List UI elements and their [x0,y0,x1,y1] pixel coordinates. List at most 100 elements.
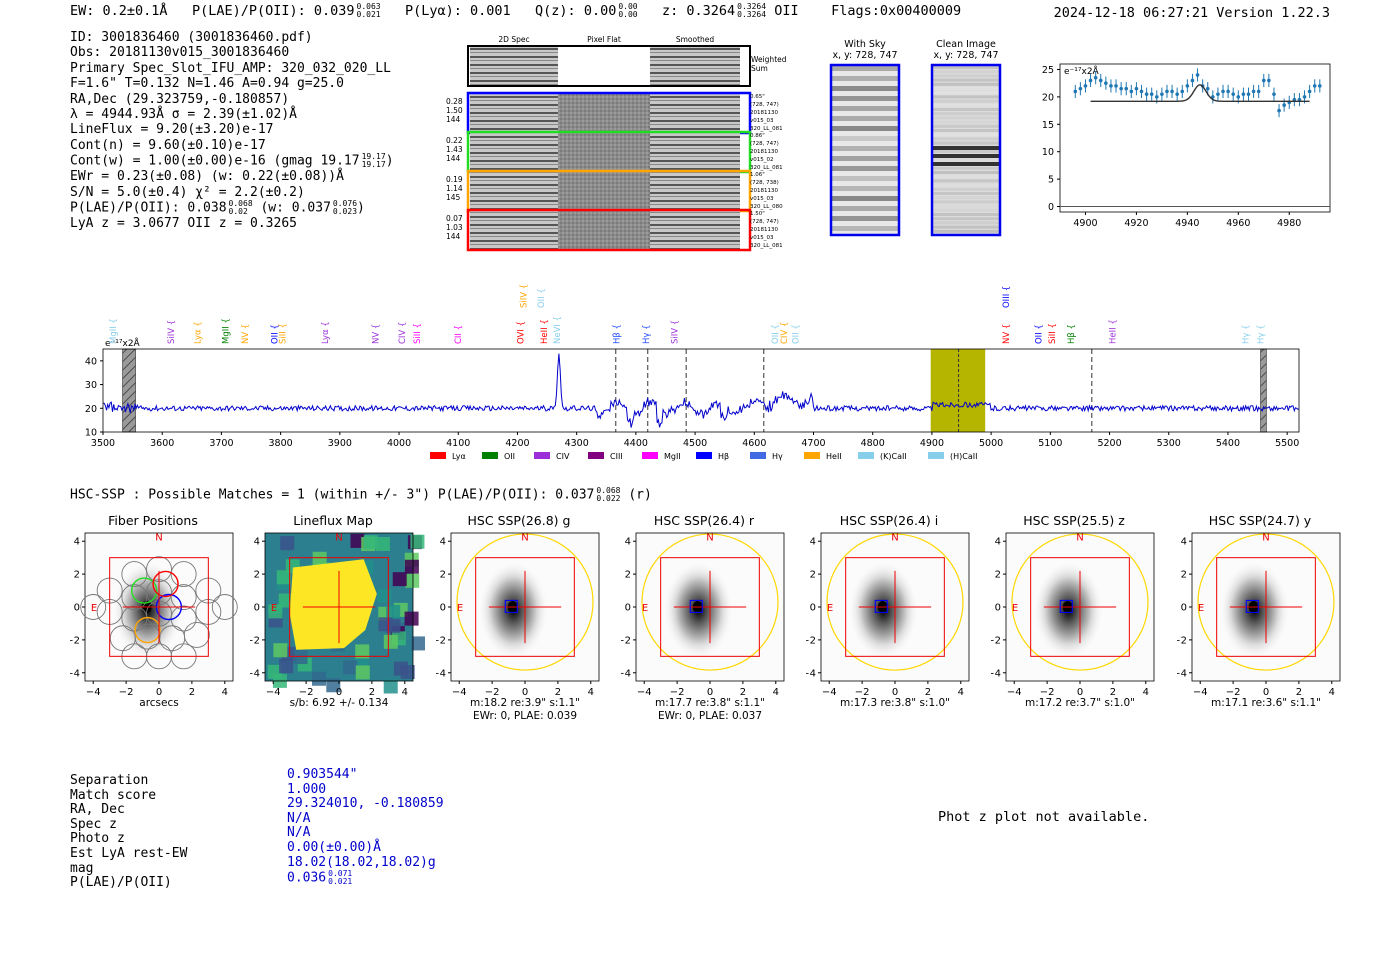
aperture-circle [826,533,964,671]
clean-frame [930,63,1002,237]
region-box [1030,557,1130,657]
clean-noise [933,192,999,195]
row-left-value: 1.14 [446,184,463,193]
row-right-value: 1.50" [750,211,765,217]
row-smooth [650,211,740,249]
row-right-value: (728, 747) [750,102,779,108]
cutout-xtick-label: 4 [222,687,228,698]
sky-stripe [832,176,898,181]
zoom-xtick-label: 4940 [1175,218,1199,229]
info-sn: S/N = 5.0(±0.4) χ² = 2.2(±0.2) [70,184,305,200]
cutout-ytick-label: 0 [254,603,260,614]
lineflux-cell [279,659,294,674]
weighted-flat [558,47,650,85]
cutout-ytick-label: −4 [991,668,1001,679]
header-ew: EW: 0.2±0.1Å [70,3,168,19]
info-plae-frac: 0.068 0.02 [229,200,253,216]
zoom-point [1165,89,1169,94]
cutout-image-2: N E −4 −4 −2 −2 0 0 2 2 4 4 [436,532,600,698]
full-ytick-label: 30 [85,380,97,391]
cutout-ytick-label: −2 [250,635,260,646]
cutout-footer: m:18.2 re:3.9" s:1.1" [470,697,580,709]
sky-gap [832,111,898,116]
cutout-xtick-label: −2 [670,687,685,698]
full-xtick-label: 4500 [683,438,707,449]
full-xtick-label: 5100 [1038,438,1062,449]
row-left-value: 0.19 [446,175,463,184]
full-xtick-label: 4200 [505,438,529,449]
full-xtick-label: 5300 [1157,438,1181,449]
full-xtick-label: 5000 [979,438,1003,449]
zoom-point [1205,86,1210,91]
cutout-xtick-label: 4 [402,687,408,698]
cutout-title: Fiber Positions [108,513,198,528]
info-contw: Cont(w) = 1.00(±0.00)e-16 (gmag 19.17 19.… [70,153,394,169]
cutout-xtick-label: 4 [773,687,779,698]
info-contw-end: ) [385,153,394,169]
cutout-xtick-label: −2 [299,687,314,698]
zoom-point [1307,89,1312,94]
zoom-point [1180,89,1185,94]
cutout-ytick-label: 0 [74,603,80,614]
cutout-xtick-label: −2 [485,687,500,698]
lineflux-cell [383,634,398,649]
aperture-circle [641,533,779,671]
north-label: N [335,532,342,543]
line-label: SiII { [278,323,288,344]
zoom-point [1185,84,1190,88]
row-2d [470,94,558,132]
sky-stripe [832,76,898,81]
info-plae-w-frac: 0.076 0.023 [333,200,357,216]
line-label: MgII { [109,318,119,344]
photz-note: Phot z plot not available. [938,809,1150,825]
clean-noise [933,171,999,174]
match-table-value: 1.000 [287,781,327,797]
fiber-circle [170,605,197,632]
cutout-footer: m:17.1 re:3.6" s:1.1" [1211,697,1321,709]
cutout-ytick-label: −2 [1177,635,1187,646]
row-right-value: v015_02 [750,157,774,163]
info-contw-frac: 19.17 19.17 [362,153,386,169]
cutout-xtick-label: 0 [1263,687,1269,698]
zoom-point [1119,86,1123,91]
header-z-lo: 0.3264 [737,10,767,19]
row-left-value: 1.50 [446,106,463,115]
row-left-value: 144 [446,154,461,163]
info-fit: F=1.6" T=0.132 N=1.46 A=0.94 g=25.0 [70,76,344,92]
region-box [1216,557,1316,657]
sky-gap [832,201,898,206]
row-2d [470,211,558,249]
clean-noise [933,217,999,221]
sky-stripe [832,216,898,221]
cutout-footer: arcsecs [139,697,179,709]
cutout-footer-2: EWr: 0, PLAE: 0.037 [657,710,763,722]
row-right-value: 20181130 [750,227,778,233]
clean-noise [933,137,999,141]
cutout-xtick-label: −4 [1193,687,1208,698]
cutout-ytick-label: 2 [254,570,260,581]
zoom-point [1318,84,1322,88]
row-flat [558,94,650,132]
zoom-point [1216,92,1220,96]
zoom-point [1078,86,1083,91]
line-label: SiII { [1048,323,1058,344]
zoom-point [1083,84,1088,88]
east-label: E [457,603,463,614]
line-label: NeVI { [553,316,563,344]
full-unit-label: e⁻¹⁷x2Å [105,337,141,349]
legend-swatch [588,452,604,459]
cutout-ytick-label: 2 [810,570,816,581]
zoom-point [1282,103,1286,107]
cutout-ytick-label: 2 [74,570,80,581]
row-left-value: 0.07 [446,214,463,223]
cutout-xtick-label: 0 [156,687,162,698]
zoom-point [1093,75,1098,80]
cutout-xtick-label: 4 [1143,687,1149,698]
sky-stripe [832,66,898,71]
zoom-point [1175,92,1179,96]
info-lineflux: LineFlux = 9.20(±3.20)e-17 [70,122,274,138]
cutout-xtick-label: −4 [822,687,837,698]
line-label: Hγ { [1256,324,1266,344]
info-radec: RA,Dec (29.323759,-0.180857) [70,91,290,107]
